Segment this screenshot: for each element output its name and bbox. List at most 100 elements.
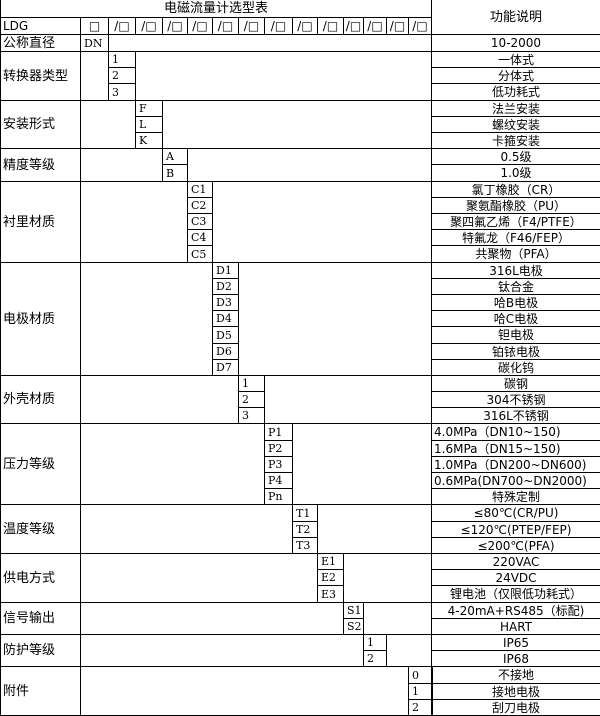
blank-cell <box>265 376 432 424</box>
section-label: 外壳材质 <box>1 376 81 424</box>
model-slot: /□ <box>293 18 318 35</box>
option-desc: IP65 <box>432 635 600 651</box>
blank-cell <box>81 149 163 182</box>
option-code: D1 <box>213 263 239 279</box>
model-slot: /□ <box>344 18 364 35</box>
model-slot: /□ <box>239 18 265 35</box>
option-code: D6 <box>213 344 239 360</box>
section-label: 供电方式 <box>1 554 81 603</box>
option-desc: 特氟龙（F46/FEP） <box>432 230 600 246</box>
option-code: P2 <box>265 441 293 457</box>
model-slot: /□ <box>387 18 409 35</box>
blank-cell <box>344 554 432 603</box>
option-code: C3 <box>188 214 213 230</box>
option-desc: 分体式 <box>432 68 600 84</box>
model-slot: /□ <box>136 18 163 35</box>
model-slot: /□ <box>409 18 432 35</box>
option-desc: HART <box>432 619 600 635</box>
option-desc: IP68 <box>432 651 600 667</box>
blank-cell <box>239 263 432 376</box>
section-label: 安装形式 <box>1 101 81 149</box>
option-code: P3 <box>265 457 293 473</box>
option-code: E2 <box>318 570 344 586</box>
blank-cell <box>81 554 318 603</box>
section-label: 防护等级 <box>1 635 81 667</box>
option-desc: 0.5级 <box>432 149 600 165</box>
option-code: 2 <box>409 700 432 716</box>
option-code: T1 <box>293 505 318 522</box>
section-label: 压力等级 <box>1 424 81 505</box>
option-code: S2 <box>344 619 364 635</box>
section-label: 附件 <box>1 667 81 716</box>
option-desc: 特殊定制 <box>432 489 600 505</box>
option-code: 1 <box>109 52 136 68</box>
option-desc: ≤200℃(PFA) <box>432 538 600 554</box>
option-code: C1 <box>188 182 213 198</box>
section-label: 转换器类型 <box>1 52 81 101</box>
option-desc: 24VDC <box>432 570 600 586</box>
model-slot: /□ <box>318 18 344 35</box>
option-code: D5 <box>213 327 239 344</box>
section-label: 衬里材质 <box>1 182 81 263</box>
option-code: L <box>136 117 163 133</box>
option-desc: 钛合金 <box>432 279 600 295</box>
option-desc: ≤80℃(CR/PU) <box>432 505 600 522</box>
model-slot: /□ <box>265 18 293 35</box>
option-desc: 1.0MPa（DN200~DN600) <box>432 457 600 473</box>
section-label: 电极材质 <box>1 263 81 376</box>
blank-cell <box>109 35 432 52</box>
model-slot: /□ <box>188 18 213 35</box>
option-code: 1 <box>409 684 432 700</box>
option-desc: 4.0MPa（DN10~150) <box>432 424 600 441</box>
option-code: 2 <box>109 68 136 84</box>
option-code: 1 <box>239 376 265 392</box>
option-desc: 卡箍安装 <box>432 133 600 149</box>
blank-cell <box>81 52 109 101</box>
blank-cell <box>81 263 213 376</box>
section-label: 信号输出 <box>1 603 81 635</box>
option-code: 0 <box>409 667 432 684</box>
section-label: 温度等级 <box>1 505 81 554</box>
option-desc: 哈C电极 <box>432 311 600 327</box>
option-desc: 锂电池（仅限低功耗式） <box>432 586 600 603</box>
table-title: 电磁流量计选型表 <box>1 0 432 18</box>
option-desc: 0.6MPa(DN700~DN2000) <box>432 473 600 489</box>
option-desc: 螺纹安装 <box>432 117 600 133</box>
option-code: 1 <box>364 635 387 651</box>
option-desc: 铂铱电极 <box>432 344 600 360</box>
model-slot: /□ <box>163 18 188 35</box>
option-desc: 聚四氟乙烯（F4/PTFE） <box>432 214 600 230</box>
option-desc: ≤120℃(PTEP/FEP) <box>432 522 600 538</box>
option-desc: 聚氨酯橡胶（PU） <box>432 198 600 214</box>
option-desc: 碳钢 <box>432 376 600 392</box>
option-code: 2 <box>239 392 265 408</box>
model-slot: /□ <box>213 18 239 35</box>
option-desc: 共聚物（PFA） <box>432 246 600 263</box>
blank-cell <box>213 182 432 263</box>
blank-cell <box>188 149 432 182</box>
option-code: C4 <box>188 230 213 246</box>
option-desc: 钽电极 <box>432 327 600 344</box>
model-box: □ <box>81 18 109 35</box>
blank-cell <box>81 635 364 667</box>
blank-cell <box>318 505 432 554</box>
blank-cell <box>81 424 265 505</box>
option-code: B <box>163 165 188 182</box>
option-desc: 接地电极 <box>432 684 600 700</box>
nominal-label: 公称直径 <box>1 35 81 52</box>
option-desc: 法兰安装 <box>432 101 600 117</box>
blank-cell <box>81 376 239 424</box>
option-code: S1 <box>344 603 364 619</box>
option-desc: 1.0级 <box>432 165 600 182</box>
option-desc: 4-20mA+RS485（标配) <box>432 603 600 619</box>
option-code: 3 <box>239 408 265 424</box>
option-code: D4 <box>213 311 239 327</box>
option-code: D7 <box>213 360 239 376</box>
option-desc: 刮刀电极 <box>432 700 600 716</box>
blank-cell <box>81 505 293 554</box>
blank-cell <box>81 182 188 263</box>
option-desc: 不接地 <box>432 667 600 684</box>
option-desc: 低功耗式 <box>432 84 600 101</box>
blank-cell <box>163 101 432 149</box>
